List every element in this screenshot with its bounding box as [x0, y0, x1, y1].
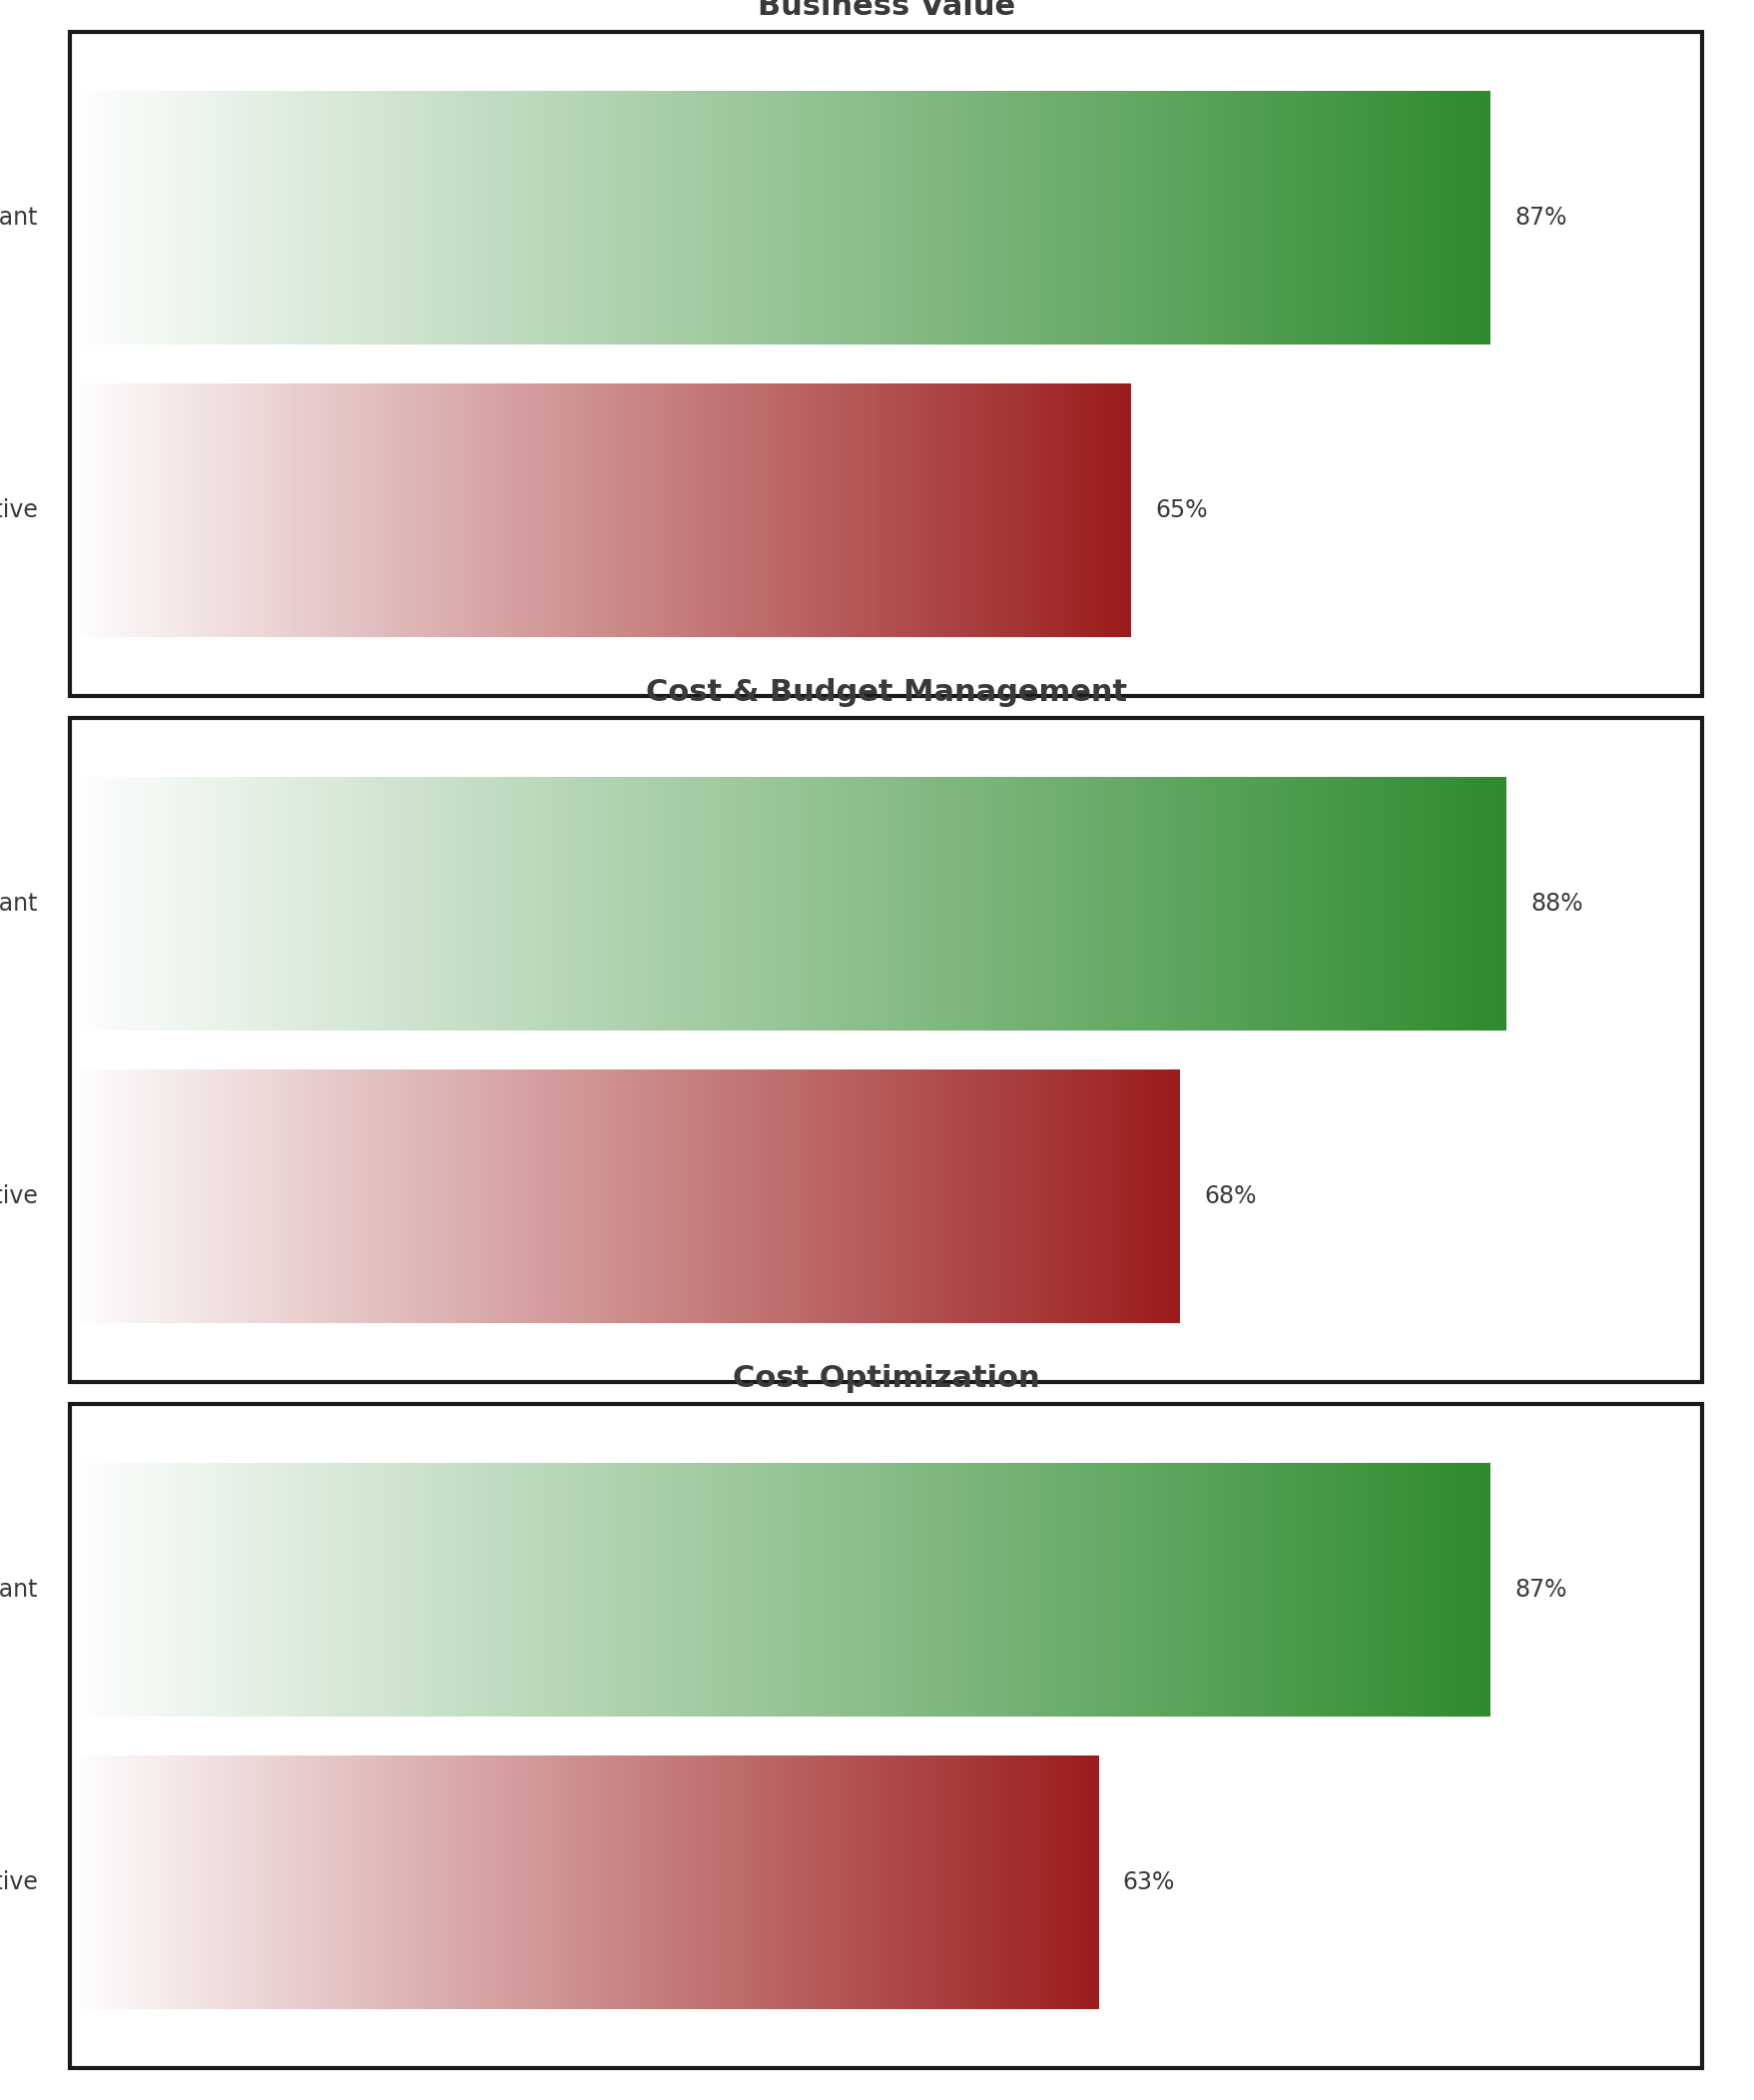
Text: Agree process is effective: Agree process is effective	[0, 1184, 37, 1207]
Text: 68%: 68%	[1203, 1184, 1256, 1207]
Title: Cost & Budget Management: Cost & Budget Management	[645, 678, 1126, 708]
Text: Agree process is important: Agree process is important	[0, 892, 37, 916]
Text: 88%: 88%	[1529, 892, 1582, 916]
Bar	[70, 718, 1701, 1382]
Text: Agree process is effective: Agree process is effective	[0, 498, 37, 523]
Text: 87%: 87%	[1514, 1577, 1566, 1602]
Text: Agree process is effective: Agree process is effective	[0, 1871, 37, 1894]
Text: Agree process is important: Agree process is important	[0, 206, 37, 229]
Bar	[70, 31, 1701, 697]
Text: 87%: 87%	[1514, 206, 1566, 229]
Bar	[70, 1403, 1701, 2068]
Text: Agree process is important: Agree process is important	[0, 1577, 37, 1602]
Title: Cost Optimization: Cost Optimization	[733, 1363, 1038, 1392]
Text: 65%: 65%	[1154, 498, 1207, 523]
Title: Business Value: Business Value	[758, 0, 1014, 21]
Text: 63%: 63%	[1123, 1871, 1175, 1894]
